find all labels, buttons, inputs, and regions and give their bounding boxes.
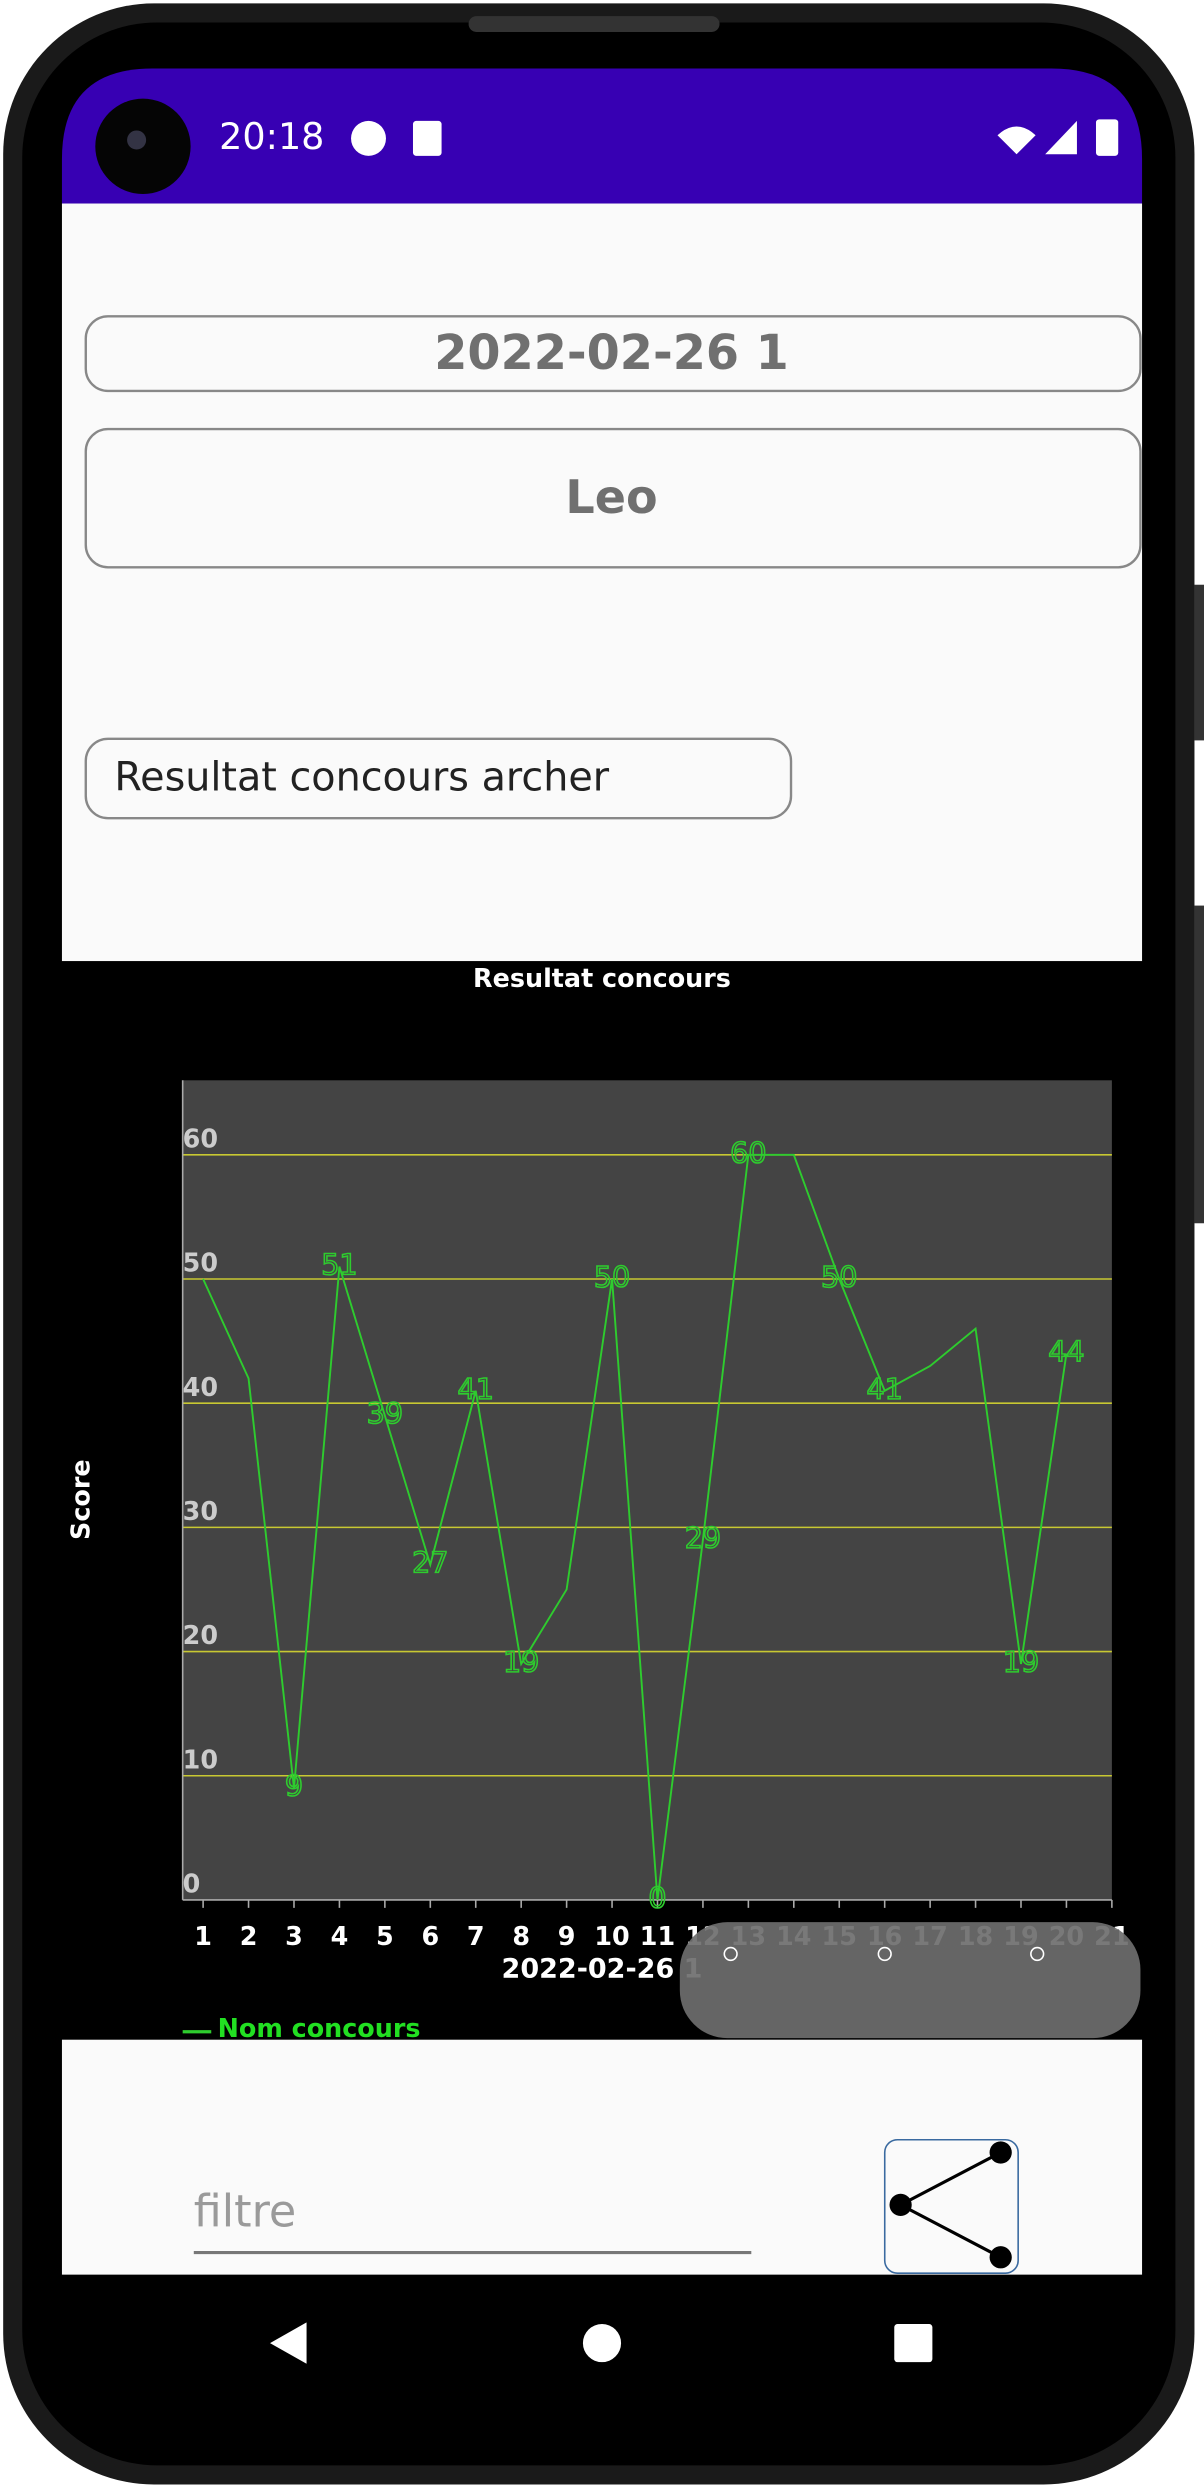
data-label: 29: [685, 1521, 721, 1555]
y-tick-label: 0: [183, 1869, 201, 1899]
name-field[interactable]: [84, 427, 1142, 569]
plot-area: [182, 1080, 1112, 1900]
nav-back[interactable]: [270, 2322, 307, 2364]
share-button[interactable]: [883, 2138, 1019, 2274]
battery-icon: [1095, 119, 1119, 156]
x-tick-label: 11: [640, 1921, 675, 1951]
status-bar: [61, 68, 1143, 204]
x-tick-label: 8: [512, 1921, 530, 1951]
chart-title: Resultat concours: [473, 963, 731, 993]
data-label: 41: [458, 1372, 494, 1406]
side-button: [1194, 584, 1204, 741]
x-tick-label: 6: [421, 1921, 439, 1951]
y-tick-label: 40: [183, 1372, 218, 1402]
x-tick-label: 5: [376, 1921, 394, 1951]
title-field[interactable]: [84, 737, 793, 820]
form-area: [61, 203, 1143, 962]
x-tick-label: 2: [240, 1921, 258, 1951]
x-tick-label: 7: [467, 1921, 485, 1951]
x-axis-label: 2022-02-26 1: [502, 1953, 703, 1984]
data-label: 39: [367, 1397, 403, 1431]
zoom-controls: [679, 1922, 1141, 2039]
y-tick-label: 50: [183, 1248, 218, 1278]
data-label: 19: [503, 1645, 539, 1679]
x-tick-label: 10: [594, 1921, 629, 1951]
data-line: [202, 1153, 1068, 1901]
data-label: 50: [821, 1260, 857, 1294]
share-dot: [989, 2246, 1012, 2269]
share-dot: [989, 2141, 1012, 2164]
data-label: 41: [866, 1372, 902, 1406]
y-tick-label: 10: [183, 1744, 218, 1774]
data-label: 27: [412, 1546, 448, 1580]
y-axis-label: Score: [66, 1459, 96, 1540]
sd-icon: [412, 120, 442, 156]
filter-hint: filtre: [194, 2186, 296, 2237]
name-text: Leo: [565, 470, 657, 524]
data-label: 60: [730, 1136, 766, 1170]
data-label: 51: [321, 1248, 357, 1282]
x-tick-label: 3: [285, 1921, 303, 1951]
nav-home[interactable]: [582, 2324, 622, 2363]
y-tick-label: 30: [183, 1496, 218, 1526]
share-icon: [899, 2151, 1002, 2259]
camera-lens: [127, 130, 147, 150]
zoom-in[interactable]: [723, 1946, 738, 1962]
side-button: [1194, 905, 1204, 1224]
legend-entry: Nom concours: [218, 2013, 421, 2043]
x-tick-label: 9: [558, 1921, 576, 1951]
y-tick-label: 20: [183, 1620, 218, 1650]
status-time: 20:18: [219, 115, 324, 158]
y-tick-label: 60: [183, 1124, 218, 1154]
title-text: Resultat concours archer: [114, 755, 609, 801]
data-label: 44: [1048, 1335, 1084, 1369]
nav-recent[interactable]: [894, 2324, 933, 2363]
zoom-out[interactable]: [877, 1946, 892, 1962]
status-icon: [351, 120, 386, 156]
speaker: [468, 16, 720, 32]
share-dot: [889, 2193, 912, 2217]
signal-icon: [1045, 120, 1077, 155]
data-label: 9: [285, 1769, 303, 1803]
data-label: 19: [1003, 1645, 1039, 1679]
wifi-icon: [997, 126, 1036, 155]
date-field[interactable]: [84, 315, 1142, 393]
date-text: 2022-02-26 1: [434, 326, 788, 381]
x-tick-label: 4: [331, 1921, 349, 1951]
data-label: 0: [648, 1881, 666, 1915]
zoom-reset[interactable]: [1030, 1946, 1045, 1962]
data-label: 50: [594, 1260, 630, 1294]
x-tick-label: 1: [194, 1921, 212, 1951]
